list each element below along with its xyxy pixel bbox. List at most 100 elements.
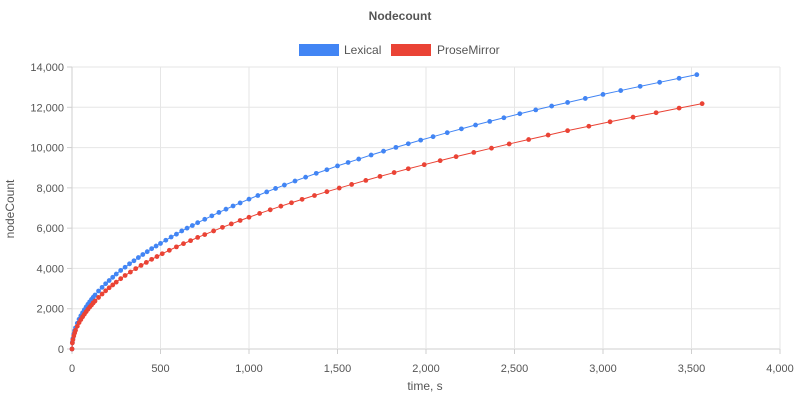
data-point-lexical: [501, 115, 507, 121]
x-tick-label: 2,500: [501, 363, 529, 375]
data-point-lexical: [549, 103, 555, 109]
data-point-lexical: [444, 130, 450, 136]
series-layer: [69, 72, 705, 352]
data-point-prosemirror: [202, 232, 208, 237]
data-point-lexical: [264, 189, 270, 195]
legend-swatch-prosemirror: [391, 44, 431, 56]
y-tick-label: 10,000: [30, 143, 64, 155]
data-point-prosemirror: [110, 282, 116, 288]
data-point-lexical: [618, 88, 624, 93]
data-point-lexical: [335, 163, 340, 169]
data-point-prosemirror: [103, 288, 109, 294]
data-point-lexical: [149, 246, 155, 252]
data-point-prosemirror: [336, 185, 342, 191]
data-point-lexical: [694, 72, 700, 78]
data-point-lexical: [189, 223, 195, 228]
data-point-lexical: [255, 193, 261, 198]
data-point-prosemirror: [565, 128, 570, 134]
data-point-prosemirror: [437, 158, 443, 164]
data-point-prosemirror: [246, 214, 252, 220]
data-point-lexical: [676, 75, 682, 81]
data-point-lexical: [405, 141, 411, 147]
data-point-prosemirror: [471, 150, 477, 155]
data-point-lexical: [418, 137, 424, 143]
legend: Lexical ProseMirror: [299, 43, 500, 57]
series-line-prosemirror: [71, 103, 703, 350]
data-point-lexical: [356, 156, 362, 162]
data-point-lexical: [282, 182, 287, 188]
data-point-lexical: [209, 213, 215, 219]
data-point-prosemirror: [143, 259, 149, 265]
data-point-lexical: [92, 292, 98, 298]
data-point-prosemirror: [149, 256, 155, 262]
data-point-lexical: [153, 243, 159, 249]
data-point-prosemirror: [489, 145, 494, 151]
data-point-prosemirror: [228, 221, 234, 227]
data-point-prosemirror: [138, 263, 144, 268]
data-point-prosemirror: [526, 137, 532, 142]
data-point-lexical: [313, 170, 319, 176]
x-tick-label: 0: [69, 363, 75, 375]
data-point-lexical: [122, 264, 128, 270]
data-point-lexical: [131, 258, 137, 264]
y-tick-label: 2,000: [36, 304, 64, 316]
data-point-prosemirror: [391, 170, 397, 175]
x-tick-label: 1,000: [235, 363, 263, 375]
data-point-prosemirror: [257, 211, 263, 216]
x-tick-label: 3,000: [589, 363, 617, 375]
data-point-prosemirror: [133, 266, 139, 272]
data-point-lexical: [113, 271, 119, 277]
data-point-lexical: [158, 241, 163, 246]
legend-label-prosemirror: ProseMirror: [437, 43, 500, 57]
data-point-prosemirror: [106, 285, 112, 291]
data-point-prosemirror: [99, 291, 105, 297]
data-point-lexical: [216, 210, 222, 215]
data-point-lexical: [103, 281, 109, 287]
series-lexical: [69, 72, 700, 352]
data-point-prosemirror: [92, 298, 98, 304]
data-point-lexical: [237, 200, 243, 206]
data-point-lexical: [99, 284, 105, 290]
data-point-prosemirror: [154, 254, 160, 259]
data-point-lexical: [487, 118, 493, 124]
data-point-prosemirror: [211, 228, 217, 234]
data-point-prosemirror: [312, 193, 317, 198]
y-tick-label: 4,000: [36, 263, 64, 275]
data-point-lexical: [345, 160, 351, 165]
data-point-lexical: [118, 268, 124, 273]
y-tick-label: 14,000: [30, 62, 64, 74]
data-point-lexical: [582, 96, 588, 101]
data-point-prosemirror: [128, 269, 133, 275]
data-point-lexical: [174, 231, 179, 237]
data-point-prosemirror: [195, 235, 201, 240]
data-point-prosemirror: [118, 276, 124, 282]
data-point-lexical: [517, 111, 523, 117]
x-tick-label: 3,500: [678, 363, 706, 375]
data-point-lexical: [565, 100, 570, 105]
chart-title: Nodecount: [369, 9, 432, 23]
data-point-lexical: [303, 174, 309, 180]
data-point-prosemirror: [69, 346, 75, 352]
data-point-prosemirror: [122, 273, 128, 278]
y-axis-title: nodeCount: [3, 179, 17, 238]
data-point-lexical: [230, 203, 236, 209]
data-point-lexical: [292, 178, 298, 184]
x-tick-label: 500: [151, 363, 169, 375]
x-tick-label: 2,000: [412, 363, 440, 375]
data-point-lexical: [430, 134, 436, 140]
data-point-lexical: [533, 107, 539, 113]
data-point-lexical: [110, 274, 116, 280]
data-point-lexical: [140, 252, 146, 257]
data-point-lexical: [195, 220, 201, 226]
legend-swatch-lexical: [299, 44, 339, 56]
y-tick-label: 0: [58, 344, 64, 356]
data-point-prosemirror: [220, 224, 225, 230]
data-point-lexical: [459, 126, 464, 132]
series-prosemirror: [69, 101, 705, 352]
data-point-prosemirror: [166, 247, 172, 253]
data-point-lexical: [600, 91, 606, 97]
y-tick-label: 12,000: [30, 102, 64, 114]
data-point-prosemirror: [181, 241, 186, 247]
